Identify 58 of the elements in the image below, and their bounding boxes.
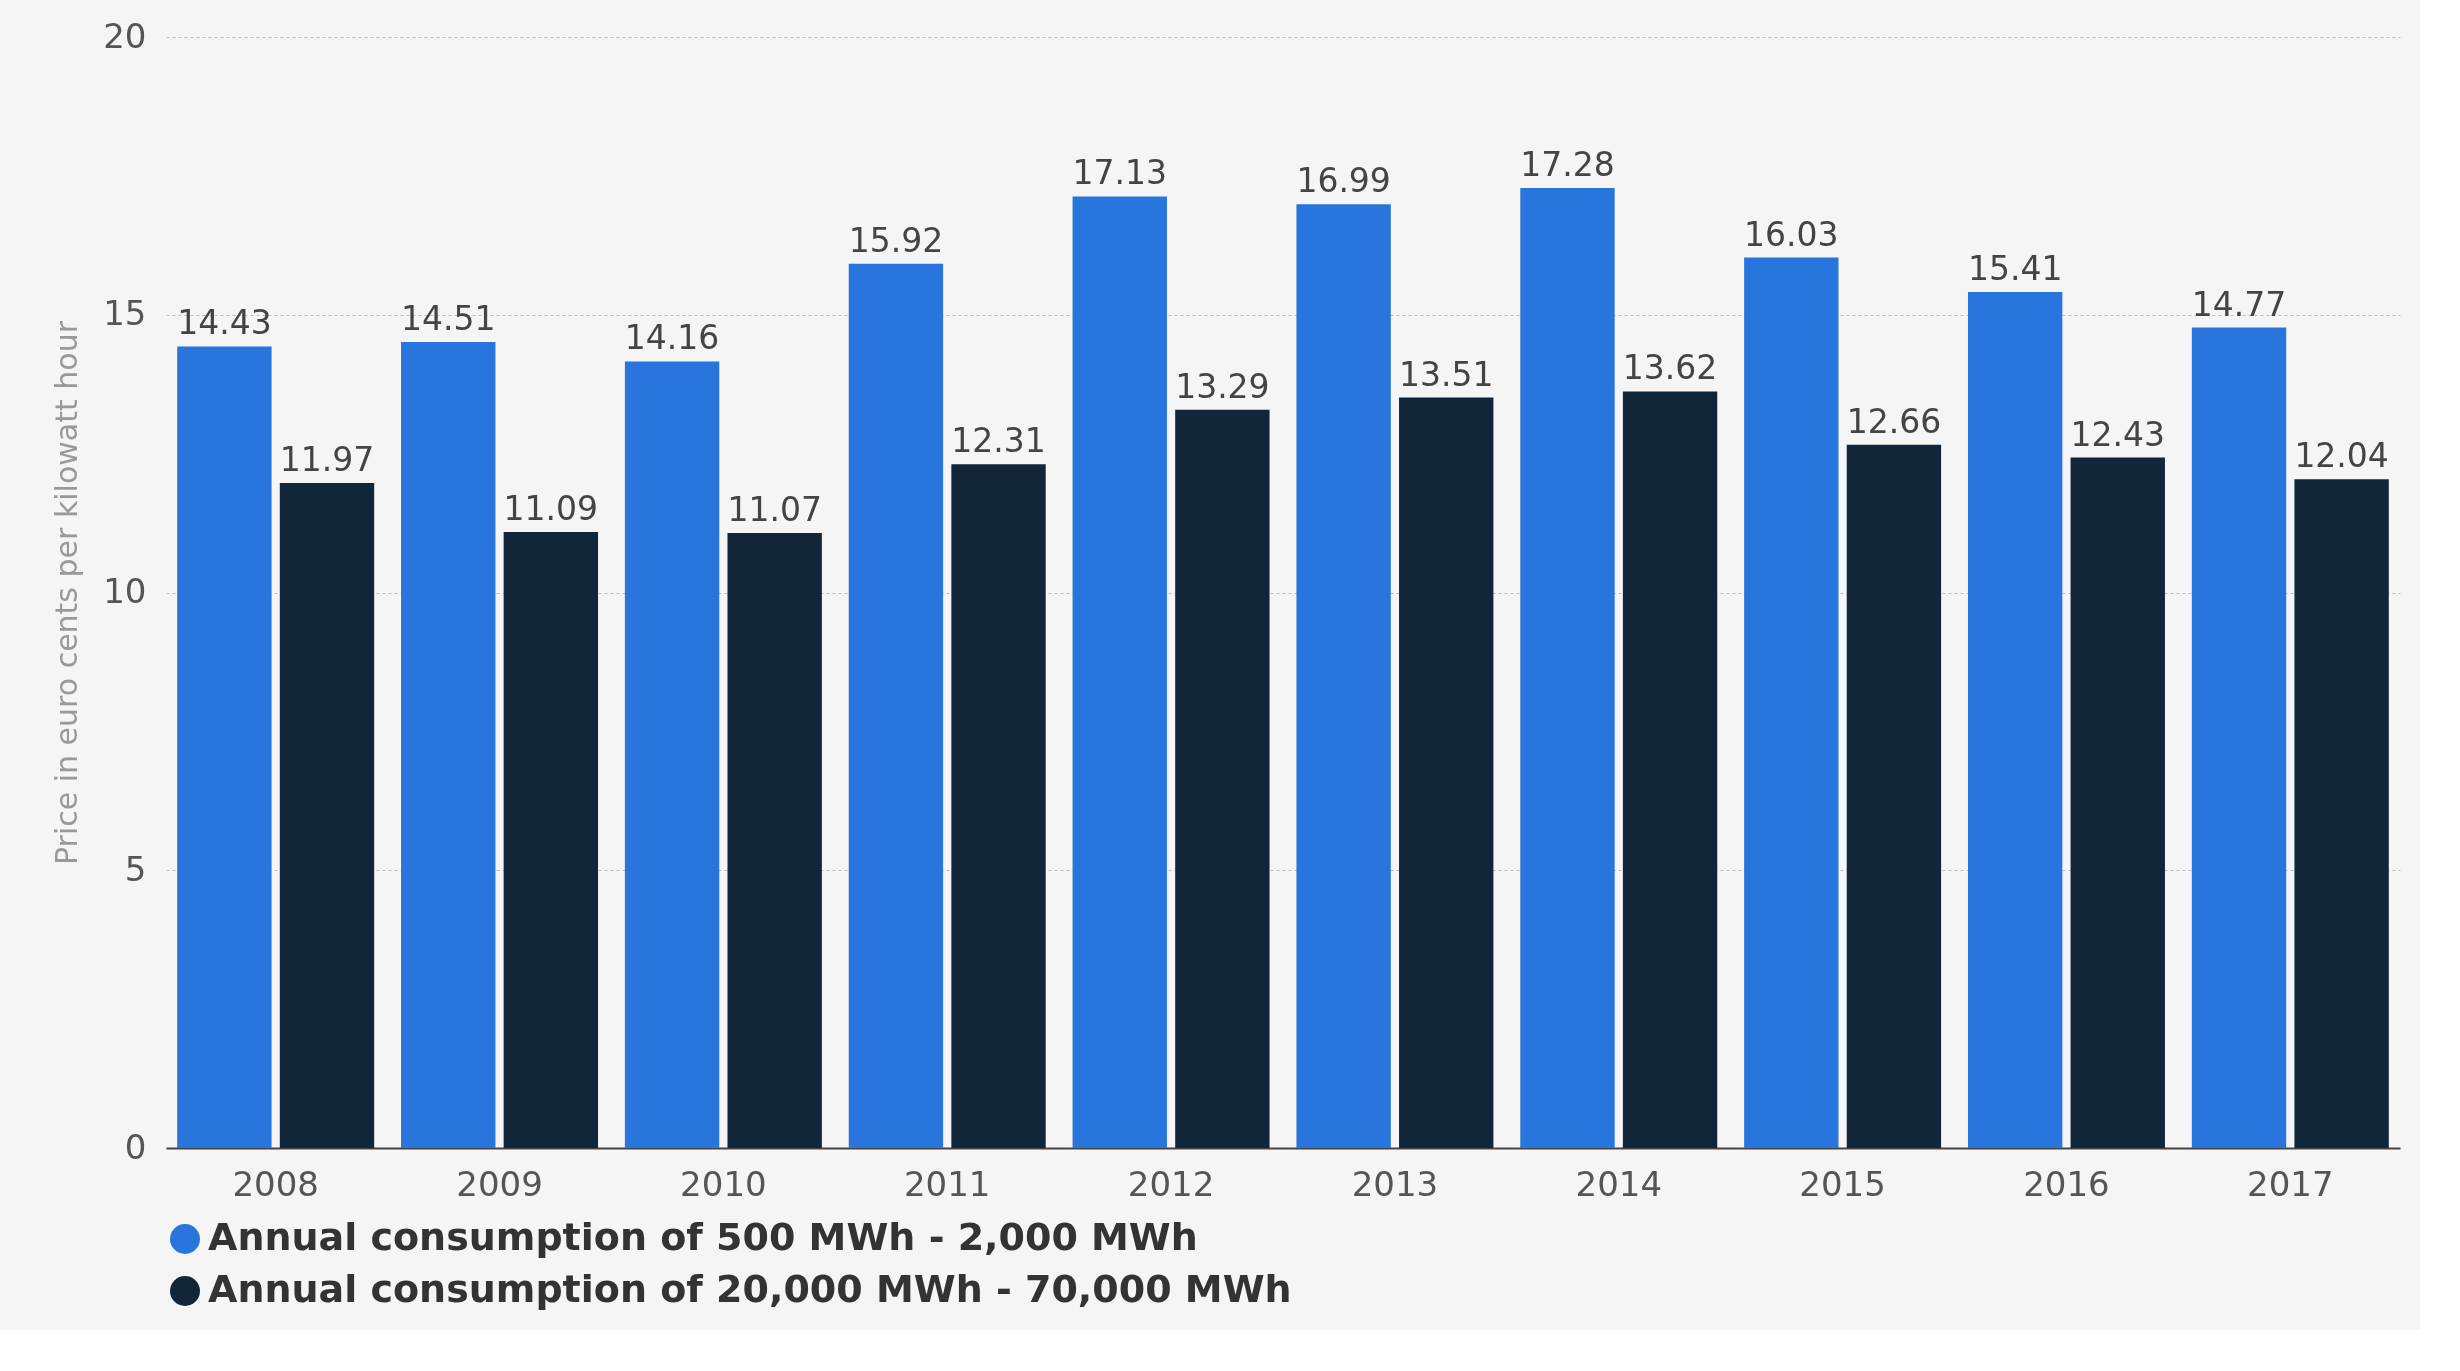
data-label: 14.51 — [400, 298, 496, 338]
x-tick-label: 2009 — [456, 1163, 543, 1204]
data-label: 12.31 — [951, 421, 1046, 461]
y-tick-label: 10 — [103, 571, 147, 611]
data-label: 12.04 — [2294, 436, 2389, 476]
bar — [2070, 457, 2165, 1148]
y-tick-label: 0 — [124, 1126, 147, 1167]
data-label: 15.92 — [848, 220, 944, 260]
x-tick-label: 2013 — [1351, 1163, 1439, 1204]
bar — [2294, 479, 2389, 1148]
data-label: 13.62 — [1622, 348, 1718, 388]
bar — [503, 531, 599, 1148]
data-label: 13.29 — [1175, 366, 1270, 406]
legend-label: Annual consumption of 20,000 MWh - 70,000 MWh — [208, 1267, 1292, 1311]
x-tick-label: 2008 — [232, 1163, 319, 1204]
bar — [401, 341, 496, 1148]
bar — [1399, 397, 1494, 1148]
data-label: 12.66 — [1846, 401, 1942, 441]
data-label: 16.99 — [1296, 161, 1391, 201]
bar — [1744, 257, 1839, 1148]
data-label: 14.77 — [2191, 284, 2287, 324]
data-label: 11.07 — [727, 490, 822, 530]
x-tick-label: 2015 — [1799, 1163, 1886, 1204]
bar — [1520, 188, 1615, 1148]
x-tick-label: 2012 — [1127, 1163, 1215, 1204]
x-tick-label: 2010 — [680, 1163, 767, 1204]
y-axis-title: Price in euro cents per kilowatt hour — [49, 320, 85, 865]
data-label: 17.13 — [1072, 153, 1168, 193]
y-tick-label: 15 — [103, 293, 147, 334]
y-tick-label: 5 — [124, 848, 147, 889]
bar — [727, 533, 822, 1148]
bar — [1846, 444, 1942, 1148]
x-tick-label: 2014 — [1575, 1163, 1663, 1204]
bar — [951, 464, 1046, 1148]
data-label: 16.03 — [1744, 214, 1839, 254]
bar — [848, 263, 944, 1148]
bar — [279, 483, 375, 1148]
data-label: 11.97 — [279, 440, 375, 480]
data-label: 15.41 — [1967, 248, 2063, 288]
x-tick-label: 2017 — [2247, 1163, 2334, 1204]
legend-label: Annual consumption of 500 MWh - 2,000 MWh — [208, 1215, 1198, 1259]
data-label: 17.28 — [1520, 145, 1615, 185]
bar — [1622, 391, 1718, 1148]
bar — [624, 361, 720, 1148]
bar — [1296, 204, 1391, 1148]
bar — [177, 346, 272, 1148]
data-label: 12.43 — [2070, 414, 2166, 454]
y-tick-label: 20 — [103, 15, 147, 56]
bar — [1072, 196, 1167, 1148]
data-label: 14.16 — [624, 318, 720, 358]
bar — [2191, 327, 2287, 1148]
bar — [1175, 409, 1270, 1148]
data-label: 13.51 — [1398, 354, 1494, 394]
x-tick-label: 2011 — [903, 1163, 991, 1204]
data-label: 14.43 — [177, 303, 272, 343]
data-label: 11.09 — [503, 488, 599, 528]
bar — [1967, 291, 2063, 1148]
x-tick-label: 2016 — [2023, 1163, 2110, 1204]
